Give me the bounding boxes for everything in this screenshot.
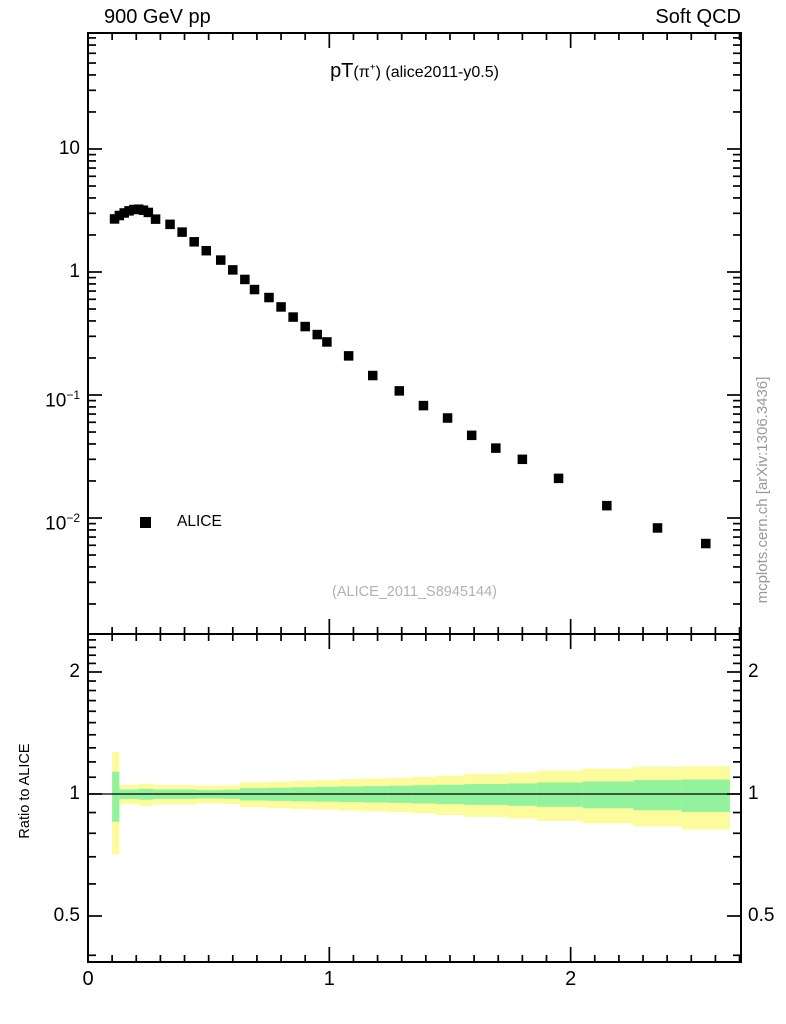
data-point-marker xyxy=(322,337,332,347)
main-y-axis-label: 10 xyxy=(58,138,80,159)
legend-marker-filled-square-icon xyxy=(140,516,151,528)
data-point-marker xyxy=(394,386,405,396)
ratio-y-axis-label-right: 2 xyxy=(748,660,759,682)
data-point-marker xyxy=(215,255,226,265)
ratio-inner-band-segment xyxy=(681,779,730,812)
data-point-marker xyxy=(343,351,354,361)
data-point-marker xyxy=(119,208,129,218)
data-point-marker xyxy=(249,284,260,295)
ratio-inner-band-segment xyxy=(582,781,634,809)
data-point-marker xyxy=(652,523,663,533)
data-point-marker xyxy=(418,400,429,411)
data-point-marker xyxy=(466,430,477,441)
data-point-marker xyxy=(143,207,154,218)
ratio-y-axis-label: 0.5 xyxy=(53,905,80,926)
plot-title-detail: (π+) (alice2011-y0.5) xyxy=(353,62,499,81)
data-point-marker xyxy=(228,265,238,275)
data-point-marker xyxy=(368,370,378,381)
plot-title-suffix: ) (alice2011-y0.5) xyxy=(375,64,499,81)
plot-title: pT(π+) (alice2011-y0.5) xyxy=(88,60,741,83)
data-point-marker xyxy=(240,274,250,285)
x-axis-label: 0 xyxy=(82,968,94,990)
data-point-marker xyxy=(138,205,149,215)
x-axis-label: 1 xyxy=(323,968,335,990)
legend: ALICE xyxy=(140,513,222,531)
data-point-marker xyxy=(150,214,161,224)
main-y-axis-label: 1 xyxy=(69,261,80,282)
main-y-axis-label: 10−1 xyxy=(45,388,80,412)
plot-title-charge-sup: + xyxy=(369,62,376,74)
data-point-marker xyxy=(553,473,564,484)
ratio-y-axis-label: 2 xyxy=(69,660,80,682)
data-point-marker xyxy=(288,312,298,322)
ratio-y-axis-label: 1 xyxy=(69,783,80,804)
data-point-marker xyxy=(177,227,187,237)
legend-label: ALICE xyxy=(177,513,222,530)
data-point-marker xyxy=(517,454,528,465)
data-point-marker xyxy=(114,210,125,221)
data-point-marker xyxy=(124,206,134,216)
site-watermark: mcplots.cern.ch [arXiv:1306.3436] xyxy=(754,376,771,604)
data-point-marker xyxy=(109,214,120,224)
plot-title-observable: pT xyxy=(330,60,354,82)
data-point-marker xyxy=(312,329,322,340)
ratio-y-axis-label-right: 1 xyxy=(748,783,759,804)
data-point-marker xyxy=(276,302,286,312)
data-point-marker xyxy=(701,538,711,549)
data-point-marker xyxy=(129,204,139,215)
analysis-watermark: (ALICE_2011_S8945144) xyxy=(332,584,497,600)
data-point-marker xyxy=(442,413,453,423)
main-y-axis-label: 10−2 xyxy=(45,511,80,535)
data-point-marker xyxy=(165,219,175,230)
data-point-marker xyxy=(602,500,612,511)
ratio-inner-band-segment xyxy=(112,771,120,822)
data-point-marker xyxy=(189,237,199,247)
data-point-marker xyxy=(264,292,274,303)
data-point-marker xyxy=(491,443,501,453)
data-point-marker xyxy=(133,204,144,214)
ratio-panel-frame xyxy=(87,633,742,963)
data-point-marker xyxy=(201,245,211,256)
ratio-y-axis-label-right: 0.5 xyxy=(748,905,775,926)
x-axis-label: 2 xyxy=(565,968,577,990)
plot-title-particle: (π xyxy=(353,64,370,81)
ratio-inner-band-segment xyxy=(633,780,682,811)
main-panel-frame xyxy=(87,32,742,635)
process-group-label: Soft QCD xyxy=(655,6,741,28)
beam-energy-label: 900 GeV pp xyxy=(104,6,211,28)
ratio-inner-band-segment xyxy=(507,783,537,806)
data-point-marker xyxy=(300,321,310,332)
